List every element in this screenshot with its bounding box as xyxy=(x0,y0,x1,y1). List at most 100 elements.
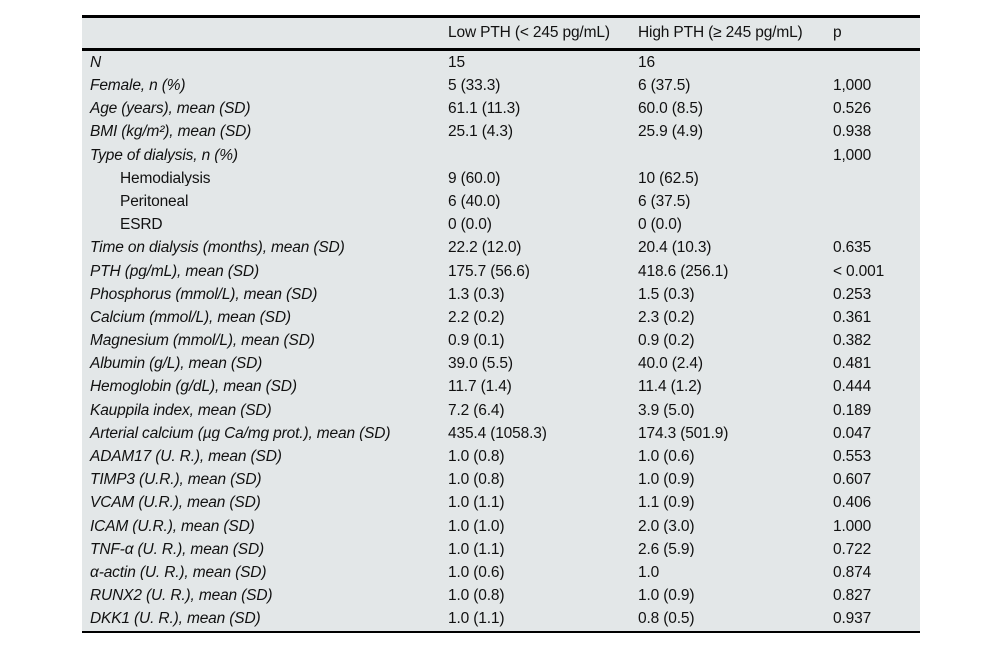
table-row: VCAM (U.R.), mean (SD) 1.0 (1.1) 1.1 (0.9)… xyxy=(82,492,920,515)
header-p: p xyxy=(833,25,842,41)
table-row: ICAM (U.R.), mean (SD) 1.0 (1.0) 2.0 (3.0)… xyxy=(82,515,920,538)
table-row: Kauppila index, mean (SD) 7.2 (6.4) 3.9 (5… xyxy=(82,399,920,422)
high-pth-value: 2.3 (0.2) xyxy=(638,309,695,326)
p-value: 0.938 xyxy=(833,124,872,140)
high-pth-value: 6 (37.5) xyxy=(638,78,691,94)
low-pth-value: 5 (33.3) xyxy=(448,78,501,94)
p-value: 0.526 xyxy=(833,101,872,117)
low-pth-value: 1.0 (0.6) xyxy=(448,564,505,581)
low-pth-value: 1.0 (0.8) xyxy=(448,449,505,465)
p-value: 0.361 xyxy=(833,309,872,326)
row-label: TIMP3 (U.R.), mean (SD) xyxy=(90,472,262,488)
table-row: Type of dialysis, n (%) 1,000 xyxy=(82,144,920,167)
table-row: DKK1 (U. R.), mean (SD) 1.0 (1.1) 0.8 (0.5… xyxy=(82,608,920,631)
high-pth-value: 0 (0.0) xyxy=(638,217,682,233)
row-label: Female, n (%) xyxy=(90,78,186,94)
low-pth-value: 175.7 (56.6) xyxy=(448,263,530,280)
high-pth-value: 2.0 (3.0) xyxy=(638,518,695,535)
low-pth-value: 1.0 (1.1) xyxy=(448,495,505,511)
high-pth-value: 16 xyxy=(638,54,655,71)
row-label: ESRD xyxy=(120,217,163,233)
table-row: Arterial calcium (µg Ca/mg prot.), mean … xyxy=(82,422,920,445)
table-row: N 15 16 xyxy=(82,51,920,74)
p-value: 0.382 xyxy=(833,333,872,349)
high-pth-value: 1.0 (0.9) xyxy=(638,472,695,488)
high-pth-value: 11.4 (1.2) xyxy=(638,379,702,395)
low-pth-value: 61.1 (11.3) xyxy=(448,101,521,117)
table-row: ESRD 0 (0.0) 0 (0.0) xyxy=(82,213,920,236)
p-value: 0.722 xyxy=(833,541,872,558)
row-label: Calcium (mmol/L), mean (SD) xyxy=(90,309,291,326)
row-label: VCAM (U.R.), mean (SD) xyxy=(90,495,261,511)
row-label: ADAM17 (U. R.), mean (SD) xyxy=(90,449,282,465)
low-pth-value: 0.9 (0.1) xyxy=(448,333,505,349)
low-pth-value: 11.7 (1.4) xyxy=(448,379,512,395)
table-row: Hemoglobin (g/dL), mean (SD) 11.7 (1.4) 11… xyxy=(82,376,920,399)
table-row: TIMP3 (U.R.), mean (SD) 1.0 (0.8) 1.0 (0.9… xyxy=(82,468,920,491)
low-pth-value: 1.0 (0.8) xyxy=(448,588,505,604)
row-label: Type of dialysis, n (%) xyxy=(90,147,238,164)
low-pth-value: 435.4 (1058.3) xyxy=(448,425,547,442)
high-pth-value: 418.6 (256.1) xyxy=(638,263,729,280)
row-label: Kauppila index, mean (SD) xyxy=(90,402,272,419)
table-row: Albumin (g/L), mean (SD) 39.0 (5.5) 40.0 (… xyxy=(82,352,920,375)
low-pth-value: 25.1 (4.3) xyxy=(448,124,513,140)
high-pth-value: 1.5 (0.3) xyxy=(638,286,695,303)
low-pth-value: 1.0 (1.1) xyxy=(448,541,505,558)
table-row: RUNX2 (U. R.), mean (SD) 1.0 (0.8) 1.0 (0.… xyxy=(82,584,920,607)
row-label: DKK1 (U. R.), mean (SD) xyxy=(90,611,261,627)
high-pth-value: 3.9 (5.0) xyxy=(638,402,695,419)
row-label: N xyxy=(90,54,102,71)
p-value: 0.553 xyxy=(833,449,872,465)
row-label: BMI (kg/m²), mean (SD) xyxy=(90,124,252,140)
table-row: PTH (pg/mL), mean (SD) 175.7 (56.6) 418.6 … xyxy=(82,260,920,283)
high-pth-value: 174.3 (501.9) xyxy=(638,425,729,442)
table-row: TNF-α (U. R.), mean (SD) 1.0 (1.1) 2.6 (5.… xyxy=(82,538,920,561)
high-pth-value: 6 (37.5) xyxy=(638,193,691,210)
high-pth-value: 20.4 (10.3) xyxy=(638,240,712,256)
row-label: Time on dialysis (months), mean (SD) xyxy=(90,240,345,256)
header-high-pth: High PTH (≥ 245 pg/mL) xyxy=(638,25,803,41)
table-row: Time on dialysis (months), mean (SD) 22.2… xyxy=(82,237,920,260)
high-pth-value: 60.0 (8.5) xyxy=(638,101,703,117)
p-value: 0.406 xyxy=(833,495,872,511)
row-label: PTH (pg/mL), mean (SD) xyxy=(90,263,259,280)
pth-comparison-table: Low PTH (< 245 pg/mL) High PTH (≥ 245 pg… xyxy=(82,15,920,633)
table-body: N 15 16 Female, n (%) 5 (33.3) 6 (37.5) 1,000 A… xyxy=(82,51,920,631)
low-pth-value: 39.0 (5.5) xyxy=(448,356,513,372)
row-label: Hemoglobin (g/dL), mean (SD) xyxy=(90,379,297,395)
header-low-pth: Low PTH (< 245 pg/mL) xyxy=(448,25,610,41)
high-pth-value: 1.0 xyxy=(638,564,660,581)
table-row: Phosphorus (mmol/L), mean (SD) 1.3 (0.3) 1… xyxy=(82,283,920,306)
p-value: 0.444 xyxy=(833,379,872,395)
p-value: 0.827 xyxy=(833,588,872,604)
table-row: Magnesium (mmol/L), mean (SD) 0.9 (0.1) 0.… xyxy=(82,329,920,352)
high-pth-value: 2.6 (5.9) xyxy=(638,541,695,558)
high-pth-value: 1.0 (0.9) xyxy=(638,588,695,604)
high-pth-value: 40.0 (2.4) xyxy=(638,356,703,372)
table-row: Female, n (%) 5 (33.3) 6 (37.5) 1,000 xyxy=(82,74,920,97)
p-value: 1,000 xyxy=(833,78,872,94)
row-label: Arterial calcium (µg Ca/mg prot.), mean … xyxy=(90,425,391,442)
low-pth-value: 9 (60.0) xyxy=(448,170,501,187)
low-pth-value: 1.0 (1.0) xyxy=(448,518,505,535)
p-value: 0.874 xyxy=(833,564,872,581)
p-value: < 0.001 xyxy=(833,263,885,280)
row-label: ICAM (U.R.), mean (SD) xyxy=(90,518,255,535)
high-pth-value: 1.1 (0.9) xyxy=(638,495,695,511)
low-pth-value: 1.0 (0.8) xyxy=(448,472,505,488)
low-pth-value: 1.3 (0.3) xyxy=(448,286,505,303)
p-value: 0.937 xyxy=(833,611,872,627)
table-row: Peritoneal 6 (40.0) 6 (37.5) xyxy=(82,190,920,213)
low-pth-value: 0 (0.0) xyxy=(448,217,492,233)
p-value: 0.253 xyxy=(833,286,872,303)
low-pth-value: 15 xyxy=(448,54,465,71)
row-label: Albumin (g/L), mean (SD) xyxy=(90,356,263,372)
row-label: RUNX2 (U. R.), mean (SD) xyxy=(90,588,273,604)
low-pth-value: 6 (40.0) xyxy=(448,193,501,210)
table-row: ADAM17 (U. R.), mean (SD) 1.0 (0.8) 1.0 (0… xyxy=(82,445,920,468)
low-pth-value: 1.0 (1.1) xyxy=(448,611,505,627)
low-pth-value: 7.2 (6.4) xyxy=(448,402,505,419)
row-label: α-actin (U. R.), mean (SD) xyxy=(90,564,267,581)
